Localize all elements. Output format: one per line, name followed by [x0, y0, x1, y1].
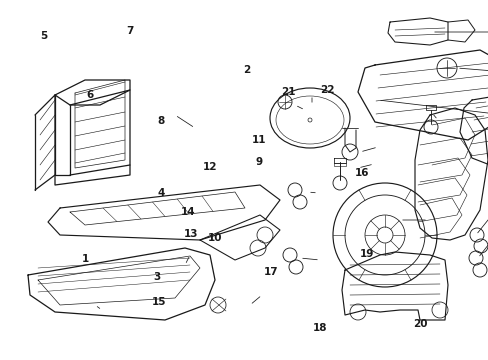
Text: 4: 4 [157, 188, 165, 198]
Text: 19: 19 [359, 249, 373, 259]
Text: 6: 6 [87, 90, 94, 100]
Text: 22: 22 [320, 85, 334, 95]
Text: 3: 3 [153, 272, 160, 282]
Text: 16: 16 [354, 168, 368, 178]
Text: 2: 2 [243, 65, 250, 75]
Text: 9: 9 [255, 157, 262, 167]
Text: 5: 5 [41, 31, 47, 41]
Text: 14: 14 [181, 207, 195, 217]
Text: 8: 8 [158, 116, 164, 126]
Text: 17: 17 [264, 267, 278, 277]
Text: 10: 10 [207, 233, 222, 243]
Text: 18: 18 [312, 323, 327, 333]
Text: 11: 11 [251, 135, 266, 145]
Text: 20: 20 [412, 319, 427, 329]
Text: 7: 7 [125, 26, 133, 36]
Text: 1: 1 [82, 254, 89, 264]
Text: 13: 13 [183, 229, 198, 239]
Text: 12: 12 [203, 162, 217, 172]
Text: 15: 15 [151, 297, 166, 307]
Text: 21: 21 [281, 87, 295, 97]
